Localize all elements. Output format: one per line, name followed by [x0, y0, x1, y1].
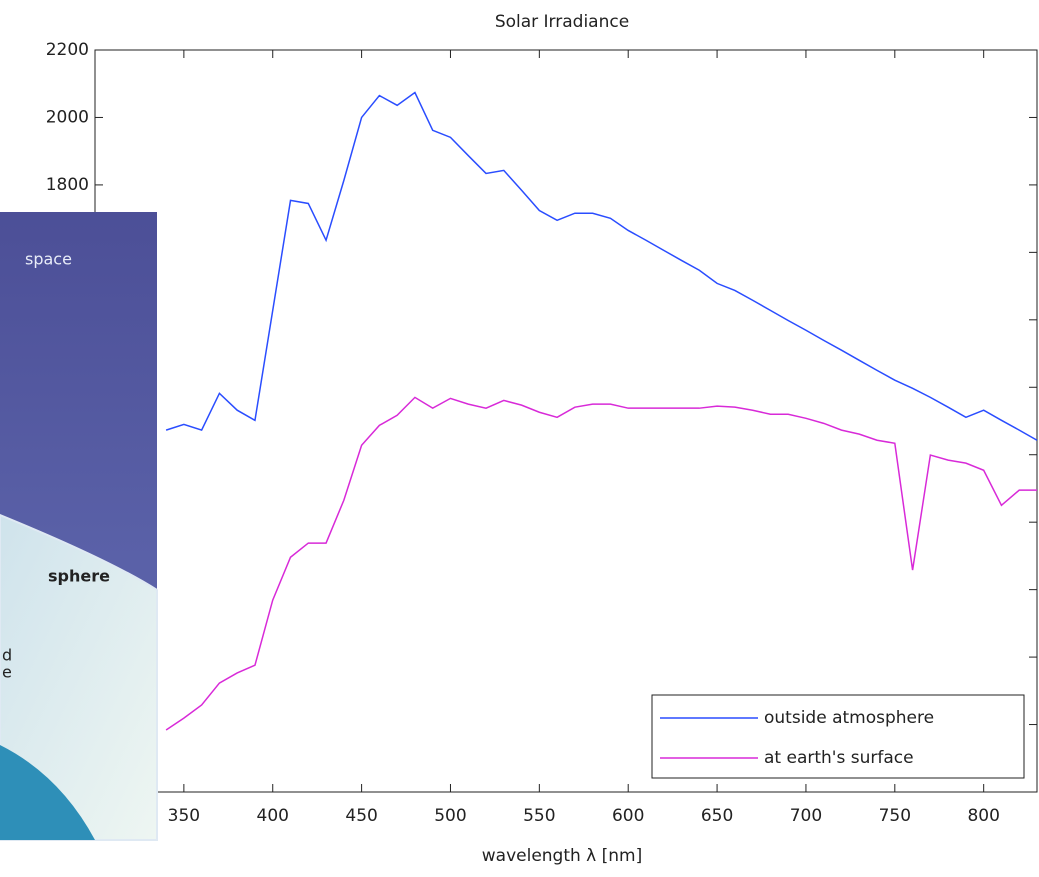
plot-area — [165, 91, 1037, 731]
series-line — [165, 396, 1037, 731]
x-axis-label: wavelength λ [nm] — [482, 846, 643, 866]
x-tick-label: 350 — [168, 806, 200, 826]
overlay-text: space — [25, 250, 72, 269]
x-tick-label: 750 — [879, 806, 911, 826]
overlay-text: e — [2, 663, 12, 682]
x-tick-label: 550 — [523, 806, 555, 826]
x-tick-label: 600 — [612, 806, 644, 826]
x-tick-label: 650 — [701, 806, 733, 826]
legend-label: outside atmosphere — [764, 708, 934, 728]
x-tick-label: 500 — [434, 806, 466, 826]
y-tick-label: 1800 — [46, 175, 89, 195]
legend-box — [651, 694, 1025, 779]
x-tick-label: 450 — [345, 806, 377, 826]
legend: outside atmosphere at earth's surface — [651, 694, 1025, 779]
overlay-atmosphere — [0, 513, 158, 841]
overlay-earth — [0, 745, 95, 840]
overlay-text: sphere — [48, 567, 110, 586]
x-tick-label: 800 — [967, 806, 999, 826]
y-tick-label: 2200 — [46, 40, 89, 60]
plot-frame — [94, 49, 1038, 793]
y-tick-label: 2000 — [46, 107, 89, 127]
legend-label: at earth's surface — [764, 748, 914, 768]
overlay-image: space sphere d e — [0, 212, 158, 841]
overlay-text: d — [2, 646, 12, 665]
x-tick-label: 700 — [790, 806, 822, 826]
series-line — [165, 91, 1037, 441]
chart-title: Solar Irradiance — [495, 12, 629, 32]
x-tick-label: 400 — [257, 806, 289, 826]
